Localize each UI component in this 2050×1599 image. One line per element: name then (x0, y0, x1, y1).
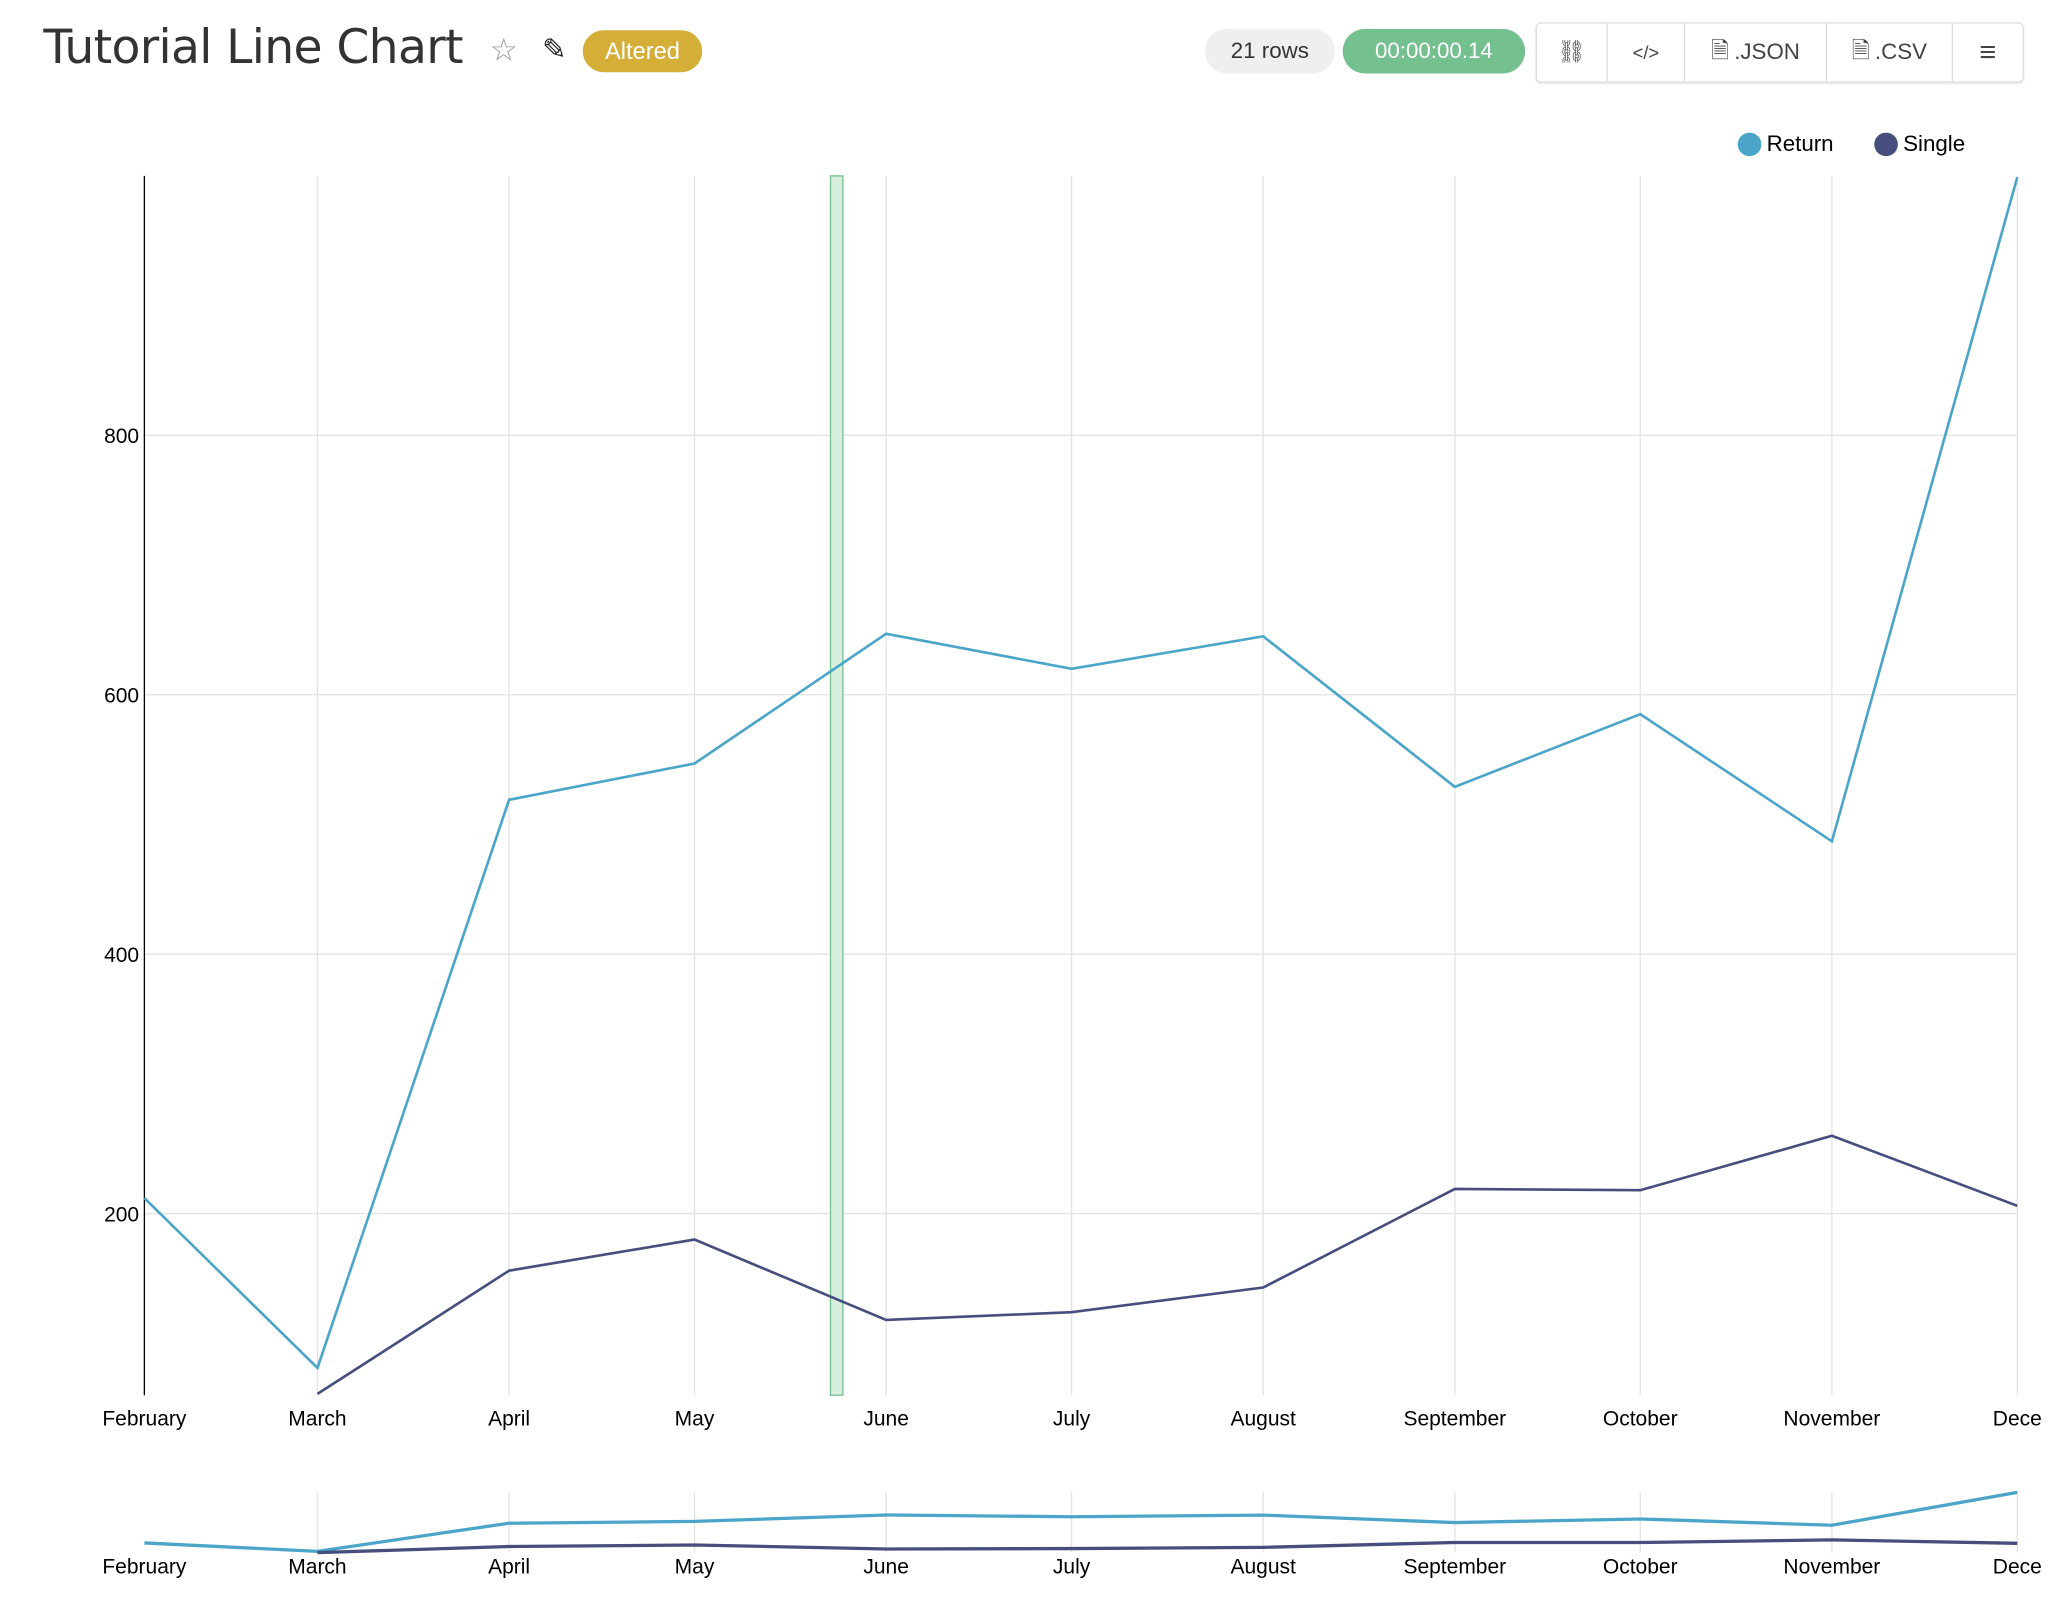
csv-label: .CSV (1874, 39, 1927, 65)
legend-item-return[interactable]: Return (1737, 131, 1834, 157)
x-tick-label: February (102, 1556, 187, 1579)
x-tick-label: June (863, 1556, 909, 1579)
legend-item-single[interactable]: Single (1874, 131, 1965, 157)
edit-icon[interactable]: ✎ (542, 32, 567, 66)
x-tick-label: November (1783, 1556, 1880, 1579)
y-tick-label: 400 (104, 944, 139, 967)
x-tick-label: September (1403, 1556, 1506, 1579)
action-button-group: ⛓ </> 🗎 .JSON 🗎 .CSV ≡ (1535, 22, 2024, 83)
export-json-button[interactable]: 🗎 .JSON (1685, 23, 1827, 82)
altered-badge: Altered (582, 30, 703, 73)
star-icon[interactable]: ☆ (489, 32, 518, 69)
x-tick-label: May (675, 1407, 715, 1430)
link-icon: ⛓ (1557, 39, 1586, 65)
x-tick-label: June (863, 1407, 909, 1430)
x-tick-label: Dece (1993, 1556, 2042, 1579)
series-line-return (144, 1490, 2018, 1553)
x-tick-label: February (102, 1407, 187, 1430)
y-tick-label: 800 (104, 425, 139, 448)
export-csv-button[interactable]: 🗎 .CSV (1827, 23, 1953, 82)
x-tick-label: September (1403, 1407, 1506, 1430)
x-tick-label: July (1053, 1407, 1091, 1430)
copy-link-button[interactable]: ⛓ (1537, 23, 1608, 82)
row-count-badge: 21 rows (1204, 28, 1335, 74)
menu-icon: ≡ (1979, 35, 1997, 69)
x-tick-label: July (1053, 1556, 1091, 1579)
series-line-return (143, 176, 2019, 1371)
json-file-icon: 🗎 (1711, 37, 1729, 63)
x-tick-label: November (1783, 1407, 1880, 1430)
x-tick-label: October (1603, 1556, 1678, 1579)
legend-label: Return (1766, 131, 1834, 157)
legend-dot-icon (1874, 132, 1898, 157)
x-tick-label: April (488, 1556, 530, 1579)
x-tick-label: August (1230, 1407, 1296, 1430)
query-timer-badge: 00:00:00.14 (1342, 28, 1526, 74)
x-tick-label: Dece (1993, 1407, 2042, 1430)
y-tick-label: 600 (104, 685, 139, 708)
embed-code-button[interactable]: </> (1608, 23, 1686, 82)
highlight-range (829, 175, 844, 1396)
series-line-single (316, 1134, 2018, 1395)
y-tick-label: 200 (104, 1203, 139, 1226)
page-title: Tutorial Line Chart (43, 21, 463, 75)
series-line-single (317, 1538, 2018, 1555)
legend-dot-icon (1737, 132, 1762, 157)
menu-button[interactable]: ≡ (1953, 24, 2023, 82)
x-tick-label: May (675, 1556, 715, 1579)
x-tick-label: March (288, 1556, 346, 1579)
code-icon: </> (1632, 42, 1660, 63)
json-label: .JSON (1734, 39, 1800, 65)
csv-file-icon: 🗎 (1851, 37, 1870, 63)
legend-label: Single (1903, 131, 1966, 157)
x-tick-label: October (1603, 1407, 1678, 1430)
x-tick-label: August (1230, 1556, 1296, 1579)
x-tick-label: March (288, 1407, 346, 1430)
x-tick-label: April (488, 1407, 530, 1430)
